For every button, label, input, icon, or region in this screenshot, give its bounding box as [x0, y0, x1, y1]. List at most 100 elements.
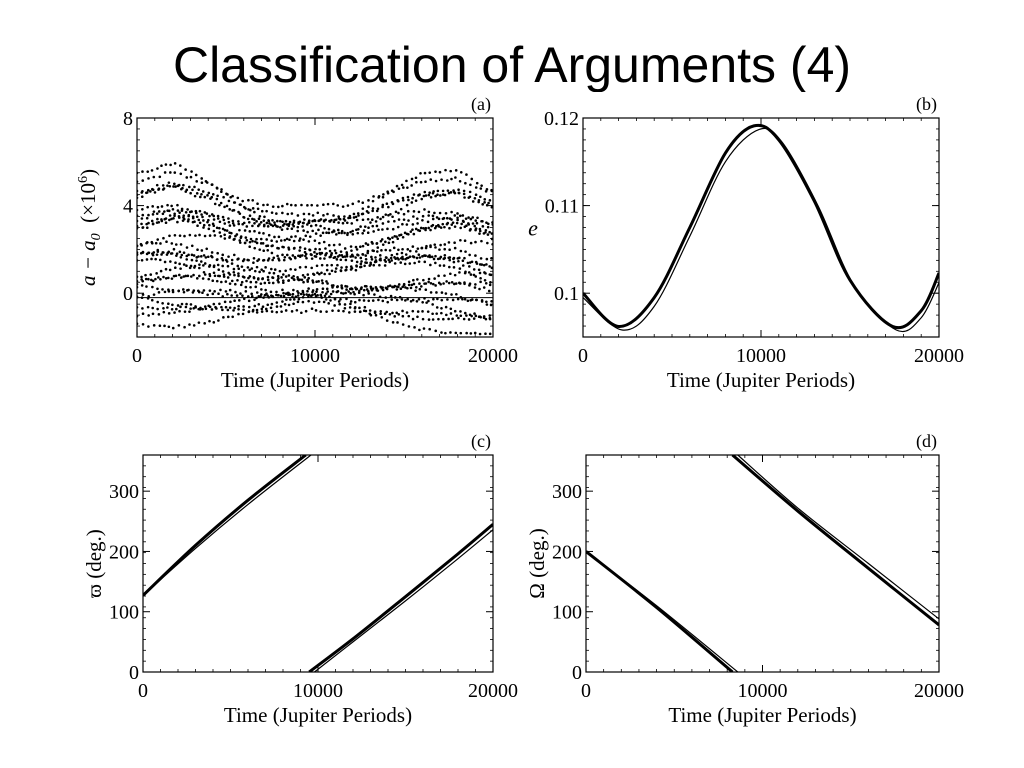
data-point — [287, 222, 291, 226]
y-axis-label: Ω (deg.) — [525, 528, 549, 598]
data-point — [337, 221, 340, 224]
data-point — [173, 162, 177, 165]
data-point — [273, 235, 276, 239]
data-point — [324, 298, 328, 301]
data-point — [198, 221, 202, 225]
data-point — [202, 270, 206, 274]
data-point — [266, 225, 270, 228]
data-point — [145, 258, 149, 261]
data-point — [384, 260, 388, 263]
data-point — [211, 193, 215, 196]
data-point — [315, 264, 319, 268]
data-point — [137, 180, 139, 183]
data-point — [253, 218, 256, 221]
data-point — [296, 214, 300, 217]
data-point — [313, 250, 316, 254]
data-point — [220, 190, 223, 194]
data-point — [285, 237, 289, 241]
plot-frame — [142, 454, 494, 673]
data-point — [222, 275, 226, 278]
data-point — [394, 210, 398, 214]
data-point — [279, 294, 283, 298]
data-point — [137, 214, 139, 217]
data-point — [361, 207, 365, 210]
data-point — [191, 188, 194, 192]
data-point — [298, 278, 302, 281]
data-point — [198, 266, 201, 270]
data-point — [310, 307, 314, 311]
data-point — [146, 297, 150, 300]
y-tick-label: 0 — [123, 283, 133, 305]
data-point — [443, 243, 447, 246]
data-point — [391, 215, 394, 219]
data-point — [450, 280, 454, 284]
data-point — [486, 233, 490, 236]
data-point — [167, 302, 170, 306]
data-point — [155, 253, 159, 256]
data-point — [260, 288, 263, 291]
data-point — [405, 203, 409, 207]
data-point — [377, 298, 380, 302]
data-point — [390, 253, 394, 257]
data-point — [441, 222, 445, 226]
data-point — [327, 231, 331, 235]
data-point — [248, 245, 251, 248]
data-point — [431, 312, 434, 316]
data-point — [281, 253, 284, 257]
data-point — [223, 222, 227, 225]
data-point — [212, 265, 216, 269]
data-point — [163, 210, 166, 213]
data-point — [357, 214, 360, 217]
data-point — [435, 291, 438, 294]
series-line — [143, 455, 312, 596]
data-point — [222, 218, 226, 222]
data-point — [284, 219, 288, 223]
data-point — [178, 250, 182, 254]
data-point — [324, 253, 328, 256]
data-point — [173, 212, 176, 216]
data-point — [161, 184, 165, 187]
data-point — [307, 287, 310, 290]
data-point — [248, 230, 252, 233]
data-point — [276, 254, 279, 258]
data-point — [153, 191, 157, 194]
data-point — [467, 223, 471, 226]
data-point — [156, 287, 159, 291]
data-point — [468, 282, 472, 286]
data-point — [384, 286, 388, 290]
data-point — [407, 198, 410, 202]
data-point — [260, 307, 264, 311]
data-point — [328, 255, 332, 259]
data-point — [231, 315, 234, 319]
data-point — [280, 228, 284, 231]
data-point — [382, 193, 385, 196]
data-point — [200, 177, 204, 180]
data-point — [396, 237, 400, 241]
data-point — [273, 221, 276, 224]
data-point — [320, 271, 323, 275]
data-point — [332, 202, 335, 206]
data-point — [325, 268, 329, 272]
data-point — [246, 217, 250, 221]
data-point — [190, 244, 194, 248]
y-tick-label: 0.11 — [545, 196, 579, 218]
data-point — [250, 292, 253, 296]
data-point — [371, 299, 375, 302]
data-point — [411, 223, 415, 226]
data-point — [353, 300, 357, 304]
data-point — [300, 311, 303, 315]
data-point — [296, 290, 299, 293]
data-point — [318, 251, 322, 255]
data-point — [431, 214, 435, 218]
data-point — [474, 314, 478, 318]
data-point — [361, 212, 365, 216]
data-point — [336, 228, 340, 232]
x-tick-label: 10000 — [293, 680, 343, 702]
data-point — [277, 205, 280, 209]
data-point — [424, 194, 428, 197]
data-point — [355, 228, 358, 232]
data-point — [479, 257, 483, 260]
data-point — [267, 233, 271, 237]
data-point — [474, 193, 478, 196]
